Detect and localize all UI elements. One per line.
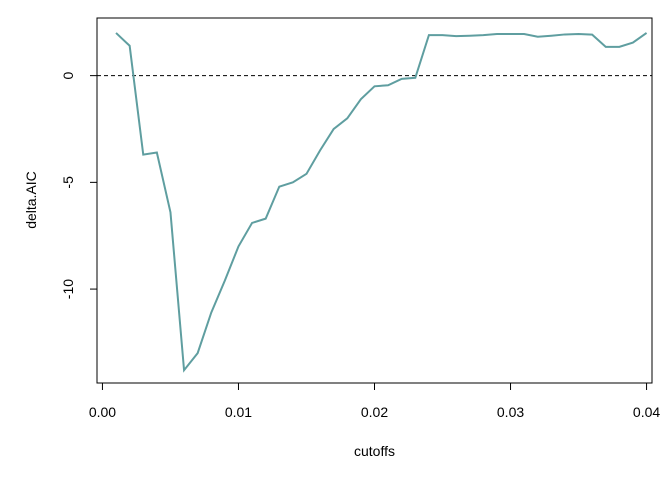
x-tick-label: 0.00 <box>89 404 116 420</box>
y-tick-label: 0 <box>60 72 76 80</box>
x-tick-label: 0.01 <box>225 404 252 420</box>
x-axis: 0.00 0.01 0.02 0.03 0.04 <box>89 382 660 420</box>
series-line <box>115 32 648 373</box>
x-tick-label: 0.02 <box>361 404 388 420</box>
x-tick-label: 0.04 <box>633 404 660 420</box>
x-tick-label: 0.03 <box>497 404 524 420</box>
y-tick-label: -10 <box>60 279 76 299</box>
x-axis-label: cutoffs <box>354 443 395 459</box>
y-tick-label: -5 <box>60 176 76 189</box>
y-axis-label: delta.AIC <box>23 171 39 229</box>
y-axis: 0 -5 -10 <box>60 72 98 299</box>
